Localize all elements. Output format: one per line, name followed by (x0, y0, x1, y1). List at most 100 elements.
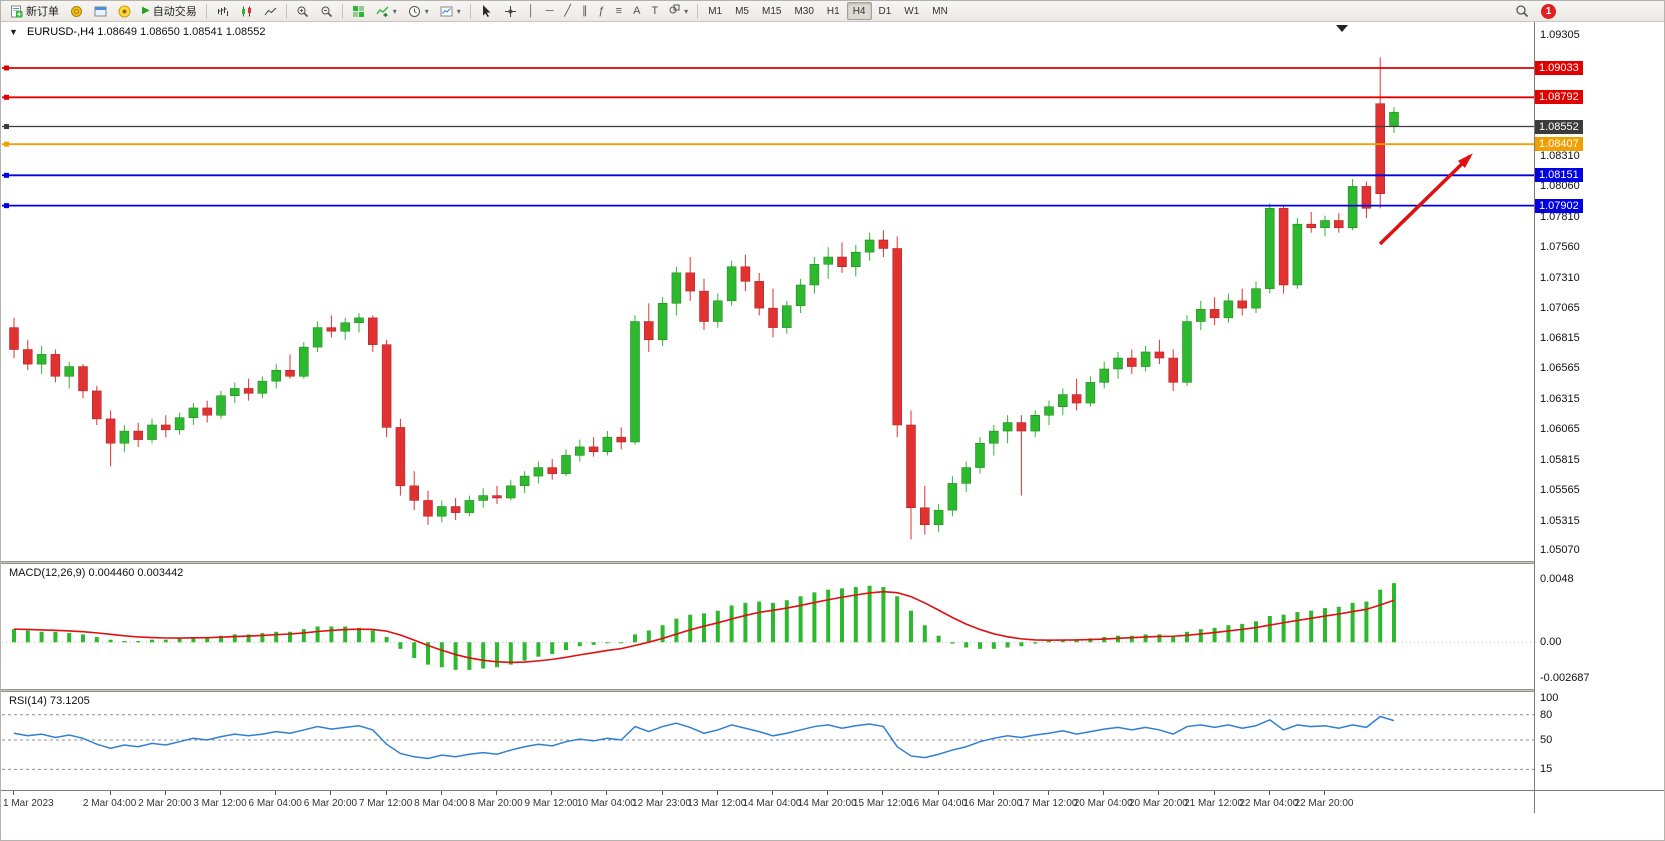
tile-windows-button[interactable] (347, 2, 370, 20)
candle (1375, 57, 1385, 209)
cursor-tool-button[interactable] (475, 2, 498, 20)
crosshair-tool-button[interactable] (499, 2, 522, 20)
candle (174, 412, 185, 435)
macd-histogram-bar (577, 642, 582, 647)
macd-histogram-bar (950, 642, 955, 644)
horizontal-line[interactable] (2, 94, 1534, 100)
horizontal-line[interactable] (2, 65, 1534, 71)
line-chart-icon (264, 5, 277, 18)
macd-histogram-bar (1171, 635, 1176, 643)
candle (1306, 211, 1316, 233)
label-tool-icon: T (651, 4, 659, 17)
notification-badge[interactable]: 1 (1541, 3, 1556, 19)
macd-histogram-bar (357, 627, 361, 643)
candle (1140, 345, 1151, 372)
macd-histogram-bar (246, 634, 251, 643)
candle (1334, 213, 1344, 233)
one-click-trading-arrow-icon[interactable]: ▼ (9, 27, 18, 37)
panel-separator[interactable] (1, 561, 1664, 564)
candle (354, 312, 364, 333)
time-axis-label: 16 Mar 04:00 (908, 798, 968, 809)
macd-histogram-bar (536, 642, 541, 657)
candle (1058, 388, 1068, 416)
new-order-button[interactable]: 新订单 (5, 2, 64, 20)
candle (1085, 376, 1096, 407)
macd-histogram-bar (757, 601, 762, 643)
price-axis-label: 1.06315 (1540, 392, 1580, 405)
metaquotes-button[interactable] (113, 2, 136, 20)
macd-histogram-bar (743, 602, 748, 643)
macd-histogram-bar (12, 629, 16, 643)
label-tool-button[interactable]: T (646, 2, 663, 20)
macd-histogram-bar (288, 631, 292, 643)
shapes-tool-button[interactable]: ▾ (664, 2, 693, 20)
candle (395, 418, 406, 496)
toolbox-button[interactable] (65, 2, 88, 20)
andrews-pitchfork-icon: ≡ (615, 4, 623, 17)
horizontal-line[interactable] (2, 203, 1534, 209)
autotrading-button[interactable]: ▶ 自动交易 (137, 2, 202, 20)
macd-histogram-bar (205, 637, 210, 643)
timeframe-button-m5[interactable]: M5 (729, 2, 755, 20)
candle (1278, 205, 1289, 294)
time-axis[interactable]: 1 Mar 2023 2 Mar 04:00 2 Mar 20:00 3 Mar 12… (1, 790, 1534, 813)
fibonacci-tool-button[interactable]: ƒ (594, 2, 610, 20)
candle (92, 386, 102, 425)
timeframe-button-mn[interactable]: MN (926, 2, 954, 20)
timeframe-button-h1[interactable]: H1 (821, 2, 846, 20)
timeframe-button-m1[interactable]: M1 (702, 2, 728, 20)
time-axis-label: 16 Mar 20:00 (963, 798, 1023, 809)
zoom-in-button[interactable] (291, 2, 314, 20)
macd-histogram-bar (688, 614, 693, 643)
templates-button[interactable]: ▾ (435, 2, 466, 20)
candle (851, 244, 861, 277)
indicators-button[interactable]: ▾ (371, 2, 402, 20)
macd-histogram-bar (67, 633, 72, 643)
andrews-pitchfork-tool-button[interactable]: ≡ (611, 2, 627, 20)
time-tick (827, 791, 829, 795)
play-icon: ▶ (142, 5, 150, 16)
candle (837, 242, 847, 273)
timeframe-button-m15[interactable]: M15 (756, 2, 787, 20)
macd-histogram-bar (784, 600, 789, 643)
macd-histogram-bar (329, 626, 334, 643)
market-watch-button[interactable] (89, 2, 112, 20)
bar-chart-button[interactable] (211, 2, 234, 20)
channel-tool-button[interactable]: ∥ (577, 2, 593, 20)
macd-axis-label: 0.00 (1540, 636, 1562, 649)
trendline-tool-button[interactable]: ╱ (559, 2, 576, 20)
symbol-period-label: EURUSD-,H4 (26, 26, 95, 38)
timeframe-button-h4[interactable]: H4 (846, 2, 872, 20)
axis-divider (1534, 790, 1664, 791)
macd-histogram-bar (564, 642, 568, 651)
timeframe-button-d1[interactable]: D1 (873, 2, 898, 20)
horizontal-line[interactable] (2, 141, 1534, 147)
macd-histogram-bar (398, 642, 403, 649)
zoom-out-button[interactable] (315, 2, 338, 20)
time-axis-label: 6 Mar 04:00 (248, 798, 302, 809)
bar-chart-icon (216, 5, 229, 18)
candle (975, 437, 985, 474)
candle (809, 257, 820, 294)
horizontal-line[interactable] (2, 124, 1534, 130)
timeframe-button-m30[interactable]: M30 (788, 2, 819, 20)
price-axis[interactable]: 1.09305 1.08310 1.08060 1.07810 1.07560 1.073… (1534, 22, 1664, 813)
line-chart-button[interactable] (259, 2, 282, 20)
panel-separator[interactable] (1, 689, 1664, 692)
text-tool-button[interactable]: A (628, 2, 645, 20)
trend-arrow[interactable] (1378, 153, 1473, 246)
candle (1389, 107, 1399, 133)
macd-histogram-bar (315, 626, 320, 643)
candle (506, 479, 516, 501)
clock-icon (408, 5, 421, 18)
macd-histogram-bar (1019, 642, 1024, 647)
horizontal-line-tool-button[interactable]: ─ (541, 2, 559, 20)
vertical-line-tool-button[interactable]: │ (523, 2, 540, 20)
macd-histogram-bar (619, 642, 624, 644)
horizontal-line[interactable] (2, 172, 1534, 178)
periods-button[interactable]: ▾ (403, 2, 434, 20)
macd-histogram-bar (674, 618, 679, 643)
timeframe-button-w1[interactable]: W1 (898, 2, 925, 20)
candlestick-chart-button[interactable] (235, 2, 258, 20)
search-button[interactable] (1510, 2, 1534, 20)
